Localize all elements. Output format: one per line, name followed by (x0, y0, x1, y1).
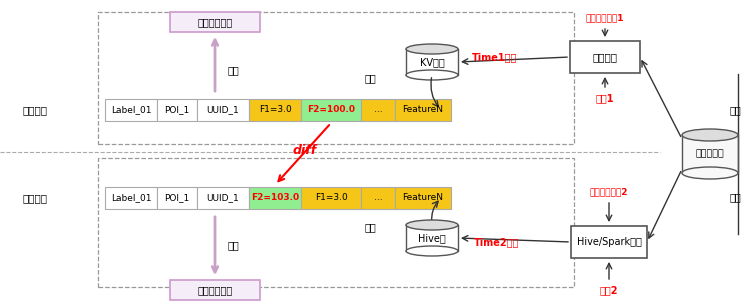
Text: Hive表: Hive表 (419, 233, 446, 243)
Text: 特征配置文件2: 特征配置文件2 (590, 188, 628, 197)
Text: ...: ... (374, 193, 382, 202)
Text: 输入: 输入 (227, 65, 238, 75)
Text: 特征配置文件1: 特征配置文件1 (586, 14, 624, 22)
Text: 特征数据源: 特征数据源 (696, 149, 724, 159)
Ellipse shape (406, 220, 458, 230)
Text: Hive/Spark任务: Hive/Spark任务 (577, 237, 641, 247)
Text: 模型离线训练: 模型离线训练 (197, 285, 232, 295)
Text: 算子1: 算子1 (596, 93, 614, 103)
Text: 抽取: 抽取 (729, 192, 741, 202)
Ellipse shape (406, 70, 458, 80)
Bar (406, 49, 458, 75)
Bar (301, 187, 361, 209)
Ellipse shape (406, 44, 458, 54)
Bar (105, 187, 157, 209)
Bar (395, 99, 451, 121)
Bar (361, 187, 395, 209)
Text: UUID_1: UUID_1 (206, 193, 239, 202)
Bar (98, 158, 574, 287)
Bar (170, 12, 260, 32)
Text: FeatureN: FeatureN (403, 193, 443, 202)
Bar (157, 99, 197, 121)
Bar (682, 135, 738, 173)
Text: FeatureN: FeatureN (403, 106, 443, 115)
Bar (249, 99, 301, 121)
Text: Label_01: Label_01 (111, 106, 152, 115)
Bar (301, 99, 361, 121)
Text: 拉取: 拉取 (364, 73, 376, 83)
Text: 线上流程: 线上流程 (22, 105, 47, 115)
Text: 模型在线预测: 模型在线预测 (197, 17, 232, 27)
Text: Time1更新: Time1更新 (472, 52, 518, 62)
Bar (157, 187, 197, 209)
Text: 特征平台: 特征平台 (592, 52, 617, 62)
Text: UUID_1: UUID_1 (206, 106, 239, 115)
Text: POI_1: POI_1 (164, 106, 190, 115)
Bar (570, 41, 640, 73)
Text: F1=3.0: F1=3.0 (315, 193, 347, 202)
Text: 抽取: 抽取 (729, 105, 741, 115)
Ellipse shape (682, 167, 738, 179)
Text: 输入: 输入 (227, 240, 238, 250)
Text: F2=100.0: F2=100.0 (307, 106, 355, 115)
Ellipse shape (406, 246, 458, 256)
Text: diff: diff (292, 144, 317, 156)
Bar (571, 226, 647, 258)
Text: Label_01: Label_01 (111, 193, 152, 202)
Bar (98, 12, 574, 144)
Bar (361, 99, 395, 121)
Bar (197, 187, 249, 209)
Ellipse shape (682, 129, 738, 141)
Bar (395, 187, 451, 209)
Text: F1=3.0: F1=3.0 (259, 106, 291, 115)
Text: Time2更新: Time2更新 (474, 237, 520, 247)
Bar (406, 225, 458, 251)
Text: F2=103.0: F2=103.0 (251, 193, 299, 202)
Text: POI_1: POI_1 (164, 193, 190, 202)
Text: 线下流程: 线下流程 (22, 193, 47, 203)
Text: KV系统: KV系统 (420, 57, 444, 67)
Bar (105, 99, 157, 121)
Text: 算子2: 算子2 (600, 285, 618, 295)
Bar (197, 99, 249, 121)
Bar (249, 187, 301, 209)
Bar (170, 280, 260, 300)
Text: 拉取: 拉取 (364, 222, 376, 232)
Text: ...: ... (374, 106, 382, 115)
